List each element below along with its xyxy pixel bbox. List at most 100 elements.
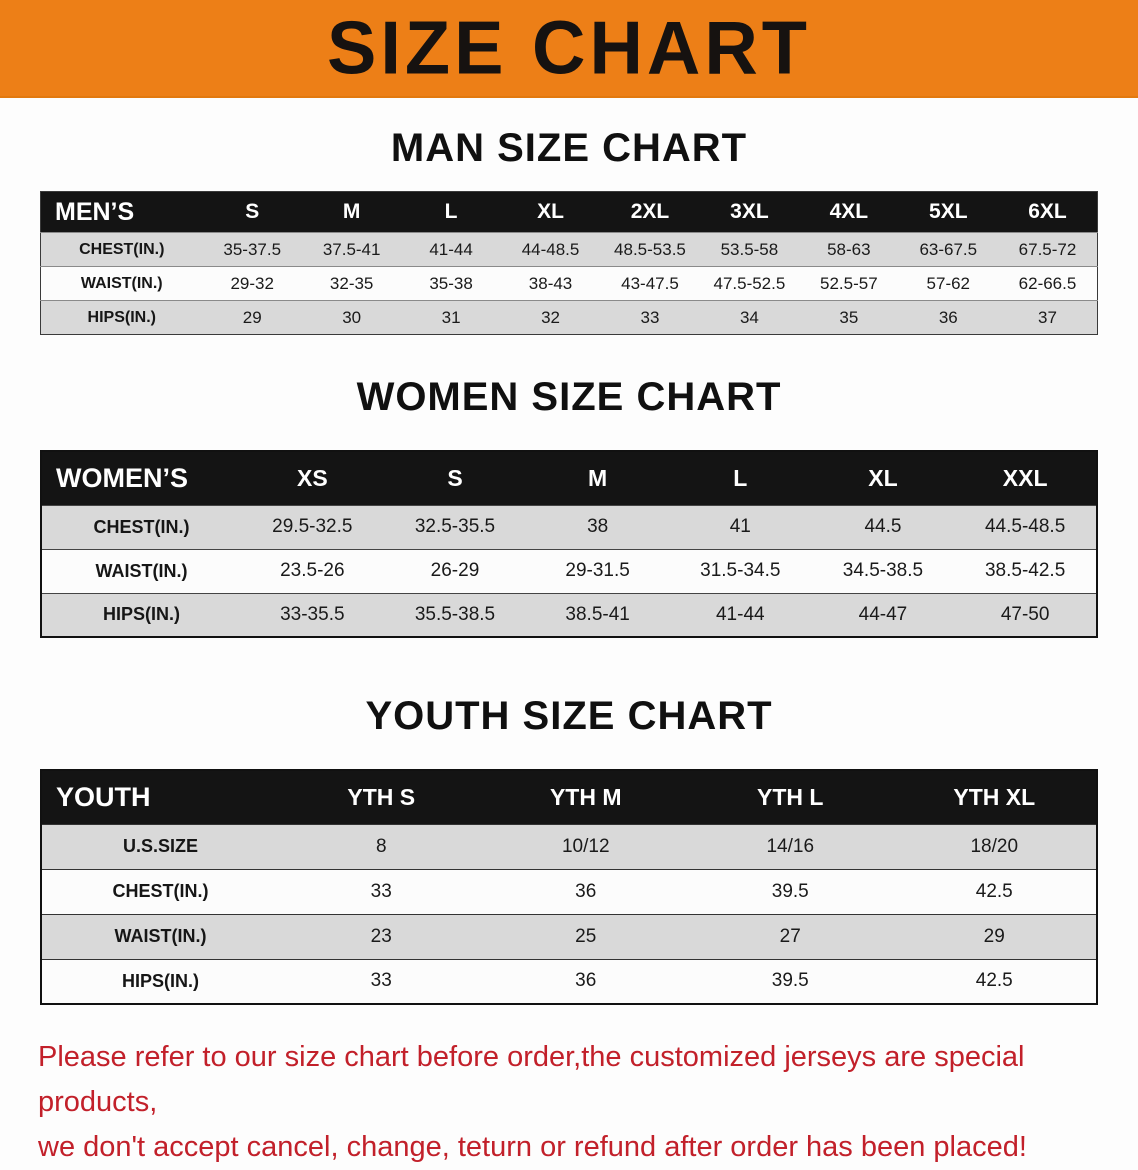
table-cell: 38.5-41 — [565, 603, 630, 625]
column-header: M — [588, 464, 608, 491]
men-section-heading: MAN SIZE CHART — [390, 126, 748, 170]
table-cell: 34 — [739, 307, 759, 327]
table-cell: 42.5 — [975, 880, 1013, 902]
table-row: HIPS(IN.) 29 30 31 32 33 34 35 36 37 — [40, 300, 1098, 335]
table-cell: 47.5-52.5 — [713, 273, 786, 293]
table-cell: 67.5-72 — [1018, 239, 1077, 259]
row-label: WAIST(IN.) — [114, 926, 207, 946]
row-label: WAIST(IN.) — [80, 274, 163, 292]
disclaimer-line-1: Please refer to our size chart before or… — [38, 1041, 1025, 1118]
table-row: WAIST(IN.) 23.5-26 26-29 29-31.5 31.5-34.5 34… — [41, 549, 1097, 593]
table-row: HIPS(IN.) 33 36 39.5 42.5 — [41, 959, 1097, 1004]
table-header-row: WOMEN’S XS S M L XL XXL — [41, 451, 1097, 505]
column-header: S — [447, 464, 463, 491]
column-header: M — [342, 200, 361, 223]
column-header: XXL — [1002, 464, 1048, 491]
table-cell: 35-38 — [429, 273, 473, 293]
row-label: CHEST(IN.) — [112, 881, 209, 901]
table-cell: 34.5-38.5 — [842, 560, 924, 581]
row-label: CHEST(IN.) — [79, 240, 165, 258]
table-cell: 33 — [640, 307, 660, 327]
youth-size-table: YOUTH YTH S YTH M YTH L YTH XL U.S.SIZE 8 10/12… — [40, 769, 1098, 1005]
column-header: XL — [537, 200, 564, 223]
women-section-heading: WOMEN SIZE CHART — [356, 375, 782, 419]
table-cell: 29.5-32.5 — [272, 516, 353, 537]
table-cell: 47-50 — [1000, 603, 1050, 625]
table-cell: 30 — [342, 307, 362, 327]
table-cell: 32.5-35.5 — [414, 516, 496, 537]
women-size-section: WOMEN SIZE CHART WOMEN’S XS S M L XL XXL CHEST(I… — [0, 375, 1138, 638]
table-cell: 33 — [370, 970, 392, 992]
table-cell: 44-47 — [858, 603, 908, 625]
table-cell: 23 — [370, 925, 392, 947]
youth-table-body: U.S.SIZE 8 10/12 14/16 18/20 CHEST(IN.) 33 36 39… — [41, 824, 1097, 1004]
youth-size-section: YOUTH SIZE CHART YOUTH YTH S YTH M YTH L YTH … — [0, 694, 1138, 1005]
column-header: YTH XL — [953, 783, 1036, 810]
table-cell: 32 — [541, 307, 560, 327]
table-cell: 29-31.5 — [565, 560, 630, 581]
table-cell: 27 — [779, 925, 801, 947]
table-cell: 38 — [587, 516, 609, 537]
men-table-head: MEN’S S M L XL 2XL 3XL 4XL 5XL 6XL — [40, 191, 1098, 233]
table-row: U.S.SIZE 8 10/12 14/16 18/20 — [41, 824, 1097, 869]
table-cell: 53.5-58 — [720, 239, 779, 259]
table-cell: 31 — [441, 307, 461, 327]
table-cell: 39.5 — [771, 970, 809, 992]
size-chart-sections: MAN SIZE CHART MEN’S S M L XL 2XL 3XL 4XL 5XL 6XL C… — [0, 126, 1138, 1005]
column-header: YTH S — [347, 783, 416, 810]
column-header: L — [444, 200, 458, 223]
column-header: YTH M — [549, 783, 622, 810]
table-cell: 41-44 — [429, 239, 473, 259]
row-label: HIPS(IN.) — [102, 604, 180, 625]
row-label: CHEST(IN.) — [93, 516, 190, 537]
table-cell: 35 — [839, 307, 859, 327]
table-cell: 39.5 — [771, 880, 809, 902]
table-cell: 36 — [938, 307, 958, 327]
table-row: WAIST(IN.) 23 25 27 29 — [41, 914, 1097, 959]
table-row: CHEST(IN.) 35-37.5 37.5-41 41-44 44-48.5 48.5… — [40, 232, 1098, 267]
table-cell: 44.5 — [864, 516, 902, 537]
table-cell: 29 — [983, 925, 1005, 947]
row-label: U.S.SIZE — [122, 836, 198, 856]
youth-section-heading: YOUTH SIZE CHART — [365, 694, 773, 738]
table-cell: 43-47.5 — [621, 273, 679, 293]
column-header: YTH L — [757, 783, 824, 810]
table-cell: 57-62 — [926, 273, 971, 293]
women-table-body: CHEST(IN.) 29.5-32.5 32.5-35.5 38 41 44.5 44.5… — [41, 505, 1097, 637]
banner-title: SIZE CHART — [327, 5, 811, 90]
men-size-table: MEN’S S M L XL 2XL 3XL 4XL 5XL 6XL CHEST(IN.) 35-37… — [40, 191, 1098, 335]
table-cell: 10/12 — [561, 835, 610, 857]
table-cell: 8 — [375, 835, 387, 857]
table-row: CHEST(IN.) 29.5-32.5 32.5-35.5 38 41 44.5 44.5… — [41, 505, 1097, 549]
table-cell: 33-35.5 — [280, 603, 345, 625]
column-header: XS — [296, 464, 328, 491]
table-cell: 29-32 — [230, 273, 274, 293]
table-cell: 37.5-41 — [322, 239, 381, 259]
column-header: S — [245, 200, 260, 223]
table-header-row: YOUTH YTH S YTH M YTH L YTH XL — [41, 770, 1097, 824]
column-header: XL — [868, 464, 898, 491]
table-cell: 38-43 — [528, 273, 573, 293]
table-header-row: MEN’S S M L XL 2XL 3XL 4XL 5XL 6XL — [40, 191, 1098, 233]
disclaimer: Please refer to our size chart before or… — [38, 1035, 1102, 1170]
table-cell: 44.5-48.5 — [984, 516, 1066, 537]
table-cell: 36 — [575, 970, 597, 992]
table-cell: 48.5-53.5 — [614, 239, 686, 259]
women-table-head: WOMEN’S XS S M L XL XXL — [41, 451, 1097, 505]
table-cell: 33 — [370, 880, 392, 902]
women-size-table: WOMEN’S XS S M L XL XXL CHEST(IN.) 29.5-32.5 32.5… — [40, 450, 1098, 638]
youth-table-head: YOUTH YTH S YTH M YTH L YTH XL — [41, 770, 1097, 824]
table-cell: 44-48.5 — [521, 239, 580, 259]
column-header: 2XL — [630, 200, 670, 223]
table-row: WAIST(IN.) 29-32 32-35 35-38 38-43 43-47.5 47.… — [40, 266, 1098, 301]
table-cell: 32-35 — [329, 273, 374, 293]
table-title-cell: WOMEN’S — [56, 462, 188, 493]
table-row: CHEST(IN.) 33 36 39.5 42.5 — [41, 869, 1097, 914]
table-cell: 58-63 — [827, 239, 871, 259]
table-cell: 38.5-42.5 — [984, 560, 1066, 581]
table-cell: 37 — [1038, 307, 1057, 327]
column-header: 4XL — [829, 200, 869, 223]
table-cell: 36 — [575, 880, 597, 902]
row-label: WAIST(IN.) — [95, 560, 188, 581]
table-cell: 42.5 — [975, 970, 1013, 992]
